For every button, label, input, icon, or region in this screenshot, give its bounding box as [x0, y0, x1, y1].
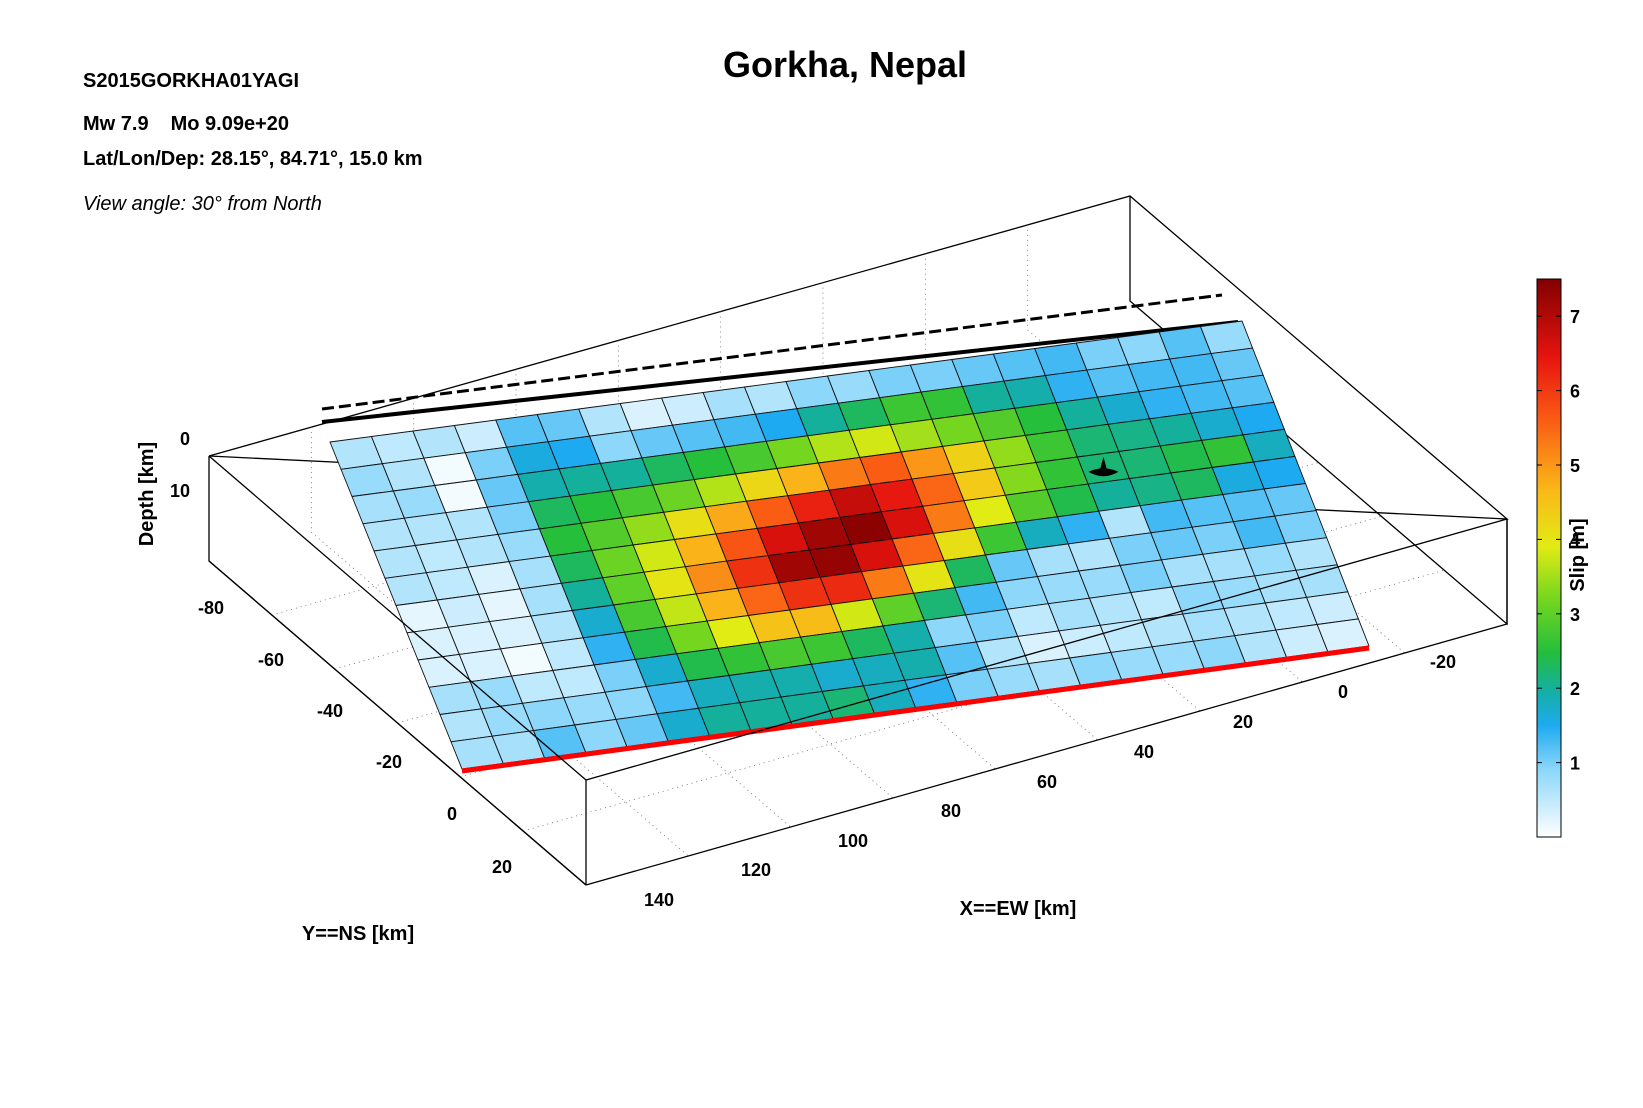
- x-tick-label: 40: [1134, 742, 1154, 762]
- y-axis-label: Y==NS [km]: [302, 923, 414, 945]
- y-tick-label: -20: [376, 752, 402, 772]
- view-angle-line: View angle: 30° from North: [83, 193, 322, 215]
- y-tick-label: -40: [317, 701, 343, 721]
- z-tick-label: 0: [180, 429, 190, 449]
- magnitude-line: Mw 7.9 Mo 9.09e+20: [83, 113, 289, 136]
- box-bottom-left-edge: [208, 560, 587, 886]
- event-id: S2015GORKHA01YAGI: [83, 70, 300, 92]
- colorbar-gradient: [1536, 278, 1562, 838]
- x-tick-label: 20: [1233, 712, 1253, 732]
- axis-tick-labels: -20 0 20 40 60 80 100 120 140 -80 -60 -40 -20 0 20 0 10: [170, 429, 1456, 910]
- z-tick-label: 10: [170, 481, 190, 501]
- y-tick-label: -80: [198, 598, 224, 618]
- box-bottom-front-edge: [585, 623, 1508, 886]
- y-tick-label: 20: [492, 857, 512, 877]
- colorbar-tick-label: 4: [1570, 530, 1580, 550]
- x-tick-label: 120: [741, 860, 771, 880]
- colorbar-label: Slip [m]: [1567, 518, 1589, 591]
- x-tick-label: 60: [1037, 772, 1057, 792]
- fault-slip-grid: [329, 320, 1370, 774]
- fault-top-trace: [321, 320, 1239, 424]
- x-axis-label: X==EW [km]: [960, 898, 1077, 920]
- location-line: Lat/Lon/Dep: 28.15°, 84.71°, 15.0 km: [83, 148, 423, 170]
- surface-trace: [321, 293, 1223, 411]
- box-front-top-edge: [585, 518, 1508, 781]
- box-front-left-edge: [208, 455, 587, 781]
- x-tick-label: 140: [644, 890, 674, 910]
- colorbar-tick-label: 3: [1570, 605, 1580, 625]
- z-axis-label: Depth [km]: [136, 442, 158, 546]
- chart-title: Gorkha, Nepal: [722, 44, 968, 85]
- x-tick-label: 80: [941, 801, 961, 821]
- axes-box-front: [208, 455, 1508, 886]
- colorbar-tick-label: 1: [1570, 754, 1580, 774]
- axes-gridlines: [271, 224, 1445, 857]
- fault-bottom-edge: [461, 645, 1370, 774]
- x-tick-label: 0: [1338, 682, 1348, 702]
- y-tick-label: 0: [447, 804, 457, 824]
- colorbar-tick-label: 2: [1570, 679, 1580, 699]
- x-tick-label: -20: [1430, 652, 1456, 672]
- slip-cell: [1316, 618, 1370, 653]
- y-tick-label: -60: [258, 650, 284, 670]
- magnitude-value: Mw 7.9: [83, 113, 149, 135]
- colorbar-tick-label: 6: [1570, 382, 1580, 402]
- x-tick-label: 100: [838, 831, 868, 851]
- colorbar-tick-label: 5: [1570, 456, 1580, 476]
- moment-value: Mo 9.09e+20: [170, 113, 289, 135]
- colorbar-tick-label: 7: [1570, 307, 1580, 327]
- hypocenter-star-icon: [1088, 456, 1119, 477]
- colorbar: 1 2 3 4 5 6 7: [1536, 278, 1580, 838]
